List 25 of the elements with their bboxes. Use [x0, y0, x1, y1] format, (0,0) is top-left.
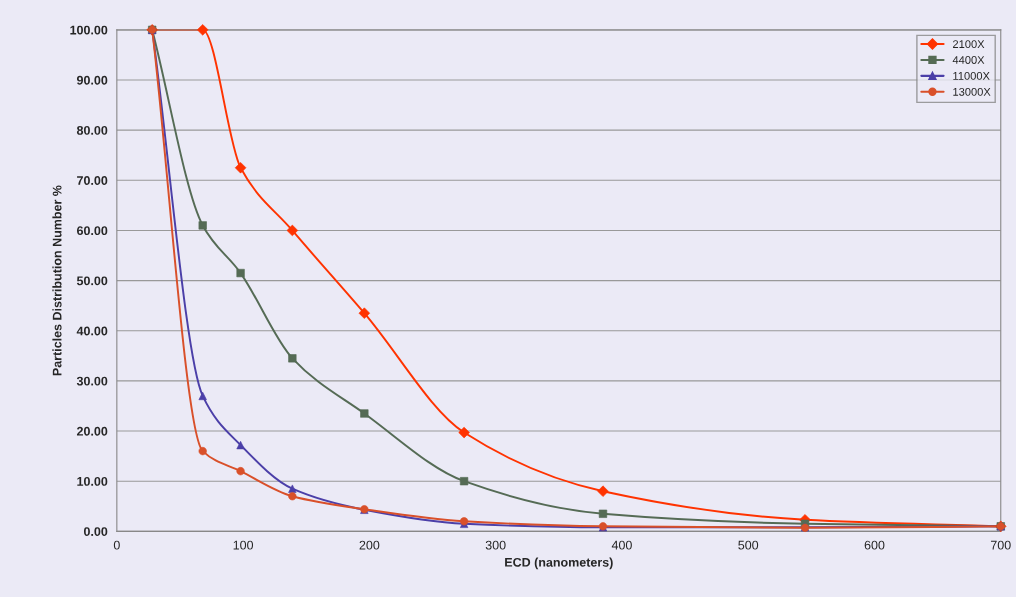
x-tick-label: 100 — [233, 540, 254, 550]
x-tick-label: 300 — [485, 540, 506, 550]
x-tick-label: 700 — [990, 540, 1011, 550]
legend-label: 13000X — [953, 87, 991, 96]
y-tick-label: 10.00 — [77, 476, 108, 486]
y-axis-title: Particles Distribution Number % — [52, 185, 62, 376]
x-tick-label: 400 — [611, 540, 632, 550]
legend-label: 2100X — [953, 40, 985, 49]
y-tick-label: 30.00 — [76, 376, 108, 386]
y-tick-label: 20.00 — [76, 426, 108, 436]
x-axis-title: ECD (nanometers) — [505, 557, 613, 570]
x-tick-label: 600 — [864, 540, 885, 550]
x-tick-label: 500 — [738, 540, 759, 550]
y-tick-label: 60.00 — [76, 226, 108, 236]
legend-label: 11000X — [953, 71, 990, 80]
y-tick-label: 90.00 — [76, 75, 108, 85]
y-tick-label: 100.00 — [70, 25, 108, 35]
y-tick-label: 70.00 — [77, 176, 108, 185]
y-tick-label: 80.00 — [76, 125, 108, 135]
x-tick-label: 200 — [359, 540, 380, 550]
y-tick-label: 0.00 — [83, 527, 108, 536]
y-tick-label: 40.00 — [76, 326, 108, 336]
y-tick-label: 50.00 — [76, 276, 108, 286]
legend-label: 4400X — [952, 56, 985, 64]
x-tick-label: 0 — [113, 540, 120, 550]
